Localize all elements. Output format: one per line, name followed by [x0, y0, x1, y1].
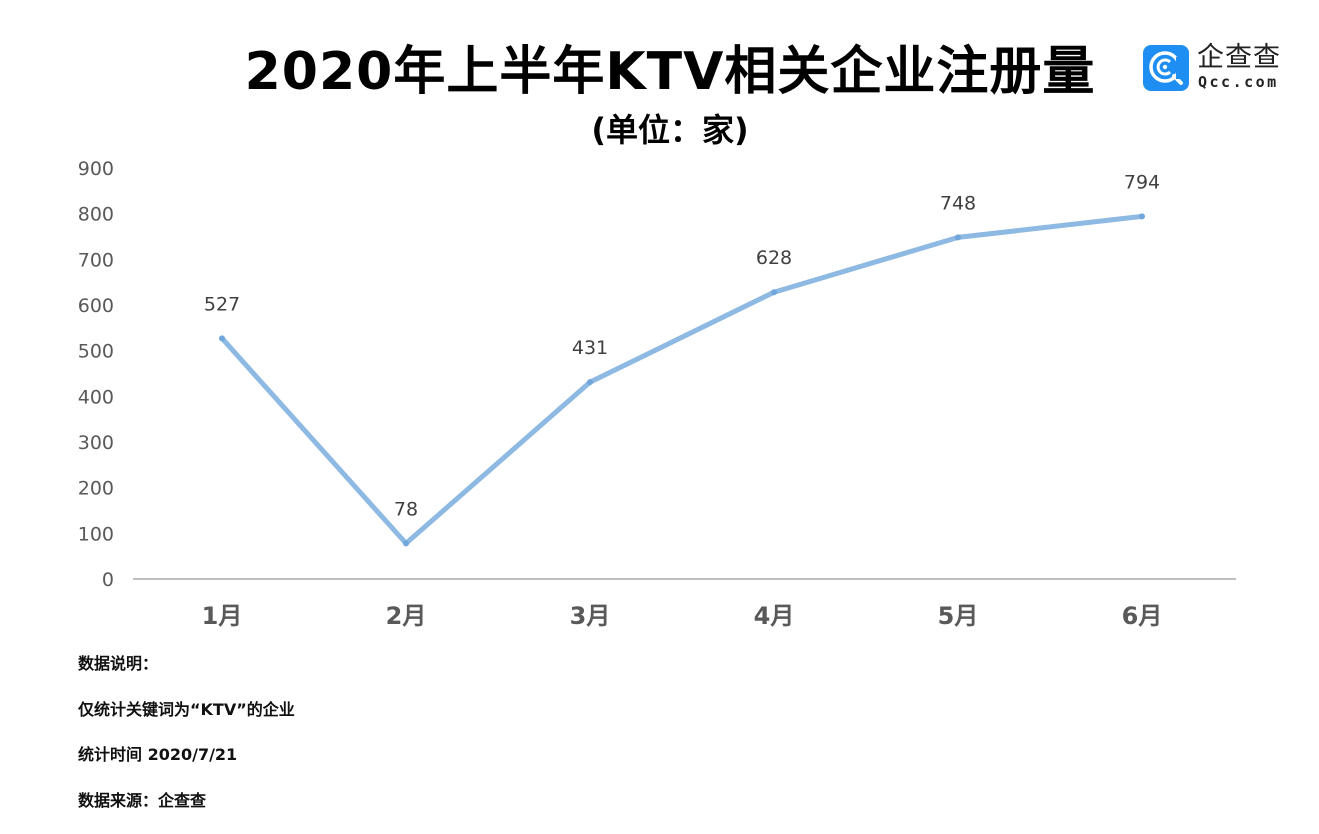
- y-tick-label: 200: [78, 478, 114, 500]
- data-point-marker: [955, 234, 961, 240]
- data-label: 527: [204, 293, 240, 315]
- x-tick-label: 6月: [1122, 602, 1163, 630]
- data-point-marker: [1139, 213, 1145, 219]
- y-axis: 0 100 200 300 400 500 600 700 800 900: [78, 158, 114, 591]
- note-date: 统计时间 2020/7/21: [78, 743, 295, 789]
- x-tick-label: 5月: [938, 602, 979, 630]
- data-labels: 527 78 431 628 748 794: [204, 171, 1160, 520]
- y-tick-label: 900: [78, 158, 114, 180]
- y-tick-label: 800: [78, 204, 114, 226]
- data-label: 431: [572, 337, 608, 359]
- y-tick-label: 600: [78, 295, 114, 317]
- y-tick-label: 0: [102, 569, 114, 591]
- y-tick-label: 400: [78, 386, 114, 408]
- note-keyword: 仅统计关键词为“KTV”的企业: [78, 698, 295, 744]
- y-tick-label: 500: [78, 341, 114, 363]
- y-tick-label: 700: [78, 249, 114, 271]
- data-point-marker: [403, 540, 409, 546]
- x-tick-label: 2月: [386, 602, 427, 630]
- x-axis: 1月 2月 3月 4月 5月 6月: [202, 602, 1163, 630]
- data-point-marker: [219, 335, 225, 341]
- series-line: [222, 216, 1142, 543]
- y-tick-label: 100: [78, 523, 114, 545]
- data-label: 78: [394, 498, 418, 520]
- data-points: [219, 213, 1145, 546]
- note-source: 数据来源：企查查: [78, 789, 295, 834]
- notes-heading: 数据说明：: [78, 652, 295, 698]
- x-tick-label: 4月: [754, 602, 795, 630]
- data-point-marker: [587, 379, 593, 385]
- x-tick-label: 3月: [570, 602, 611, 630]
- data-notes: 数据说明： 仅统计关键词为“KTV”的企业 统计时间 2020/7/21 数据来…: [78, 652, 295, 834]
- data-label: 748: [940, 192, 976, 214]
- data-label: 794: [1124, 171, 1160, 193]
- x-tick-label: 1月: [202, 602, 243, 630]
- y-tick-label: 300: [78, 432, 114, 454]
- data-point-marker: [771, 289, 777, 295]
- data-label: 628: [756, 247, 792, 269]
